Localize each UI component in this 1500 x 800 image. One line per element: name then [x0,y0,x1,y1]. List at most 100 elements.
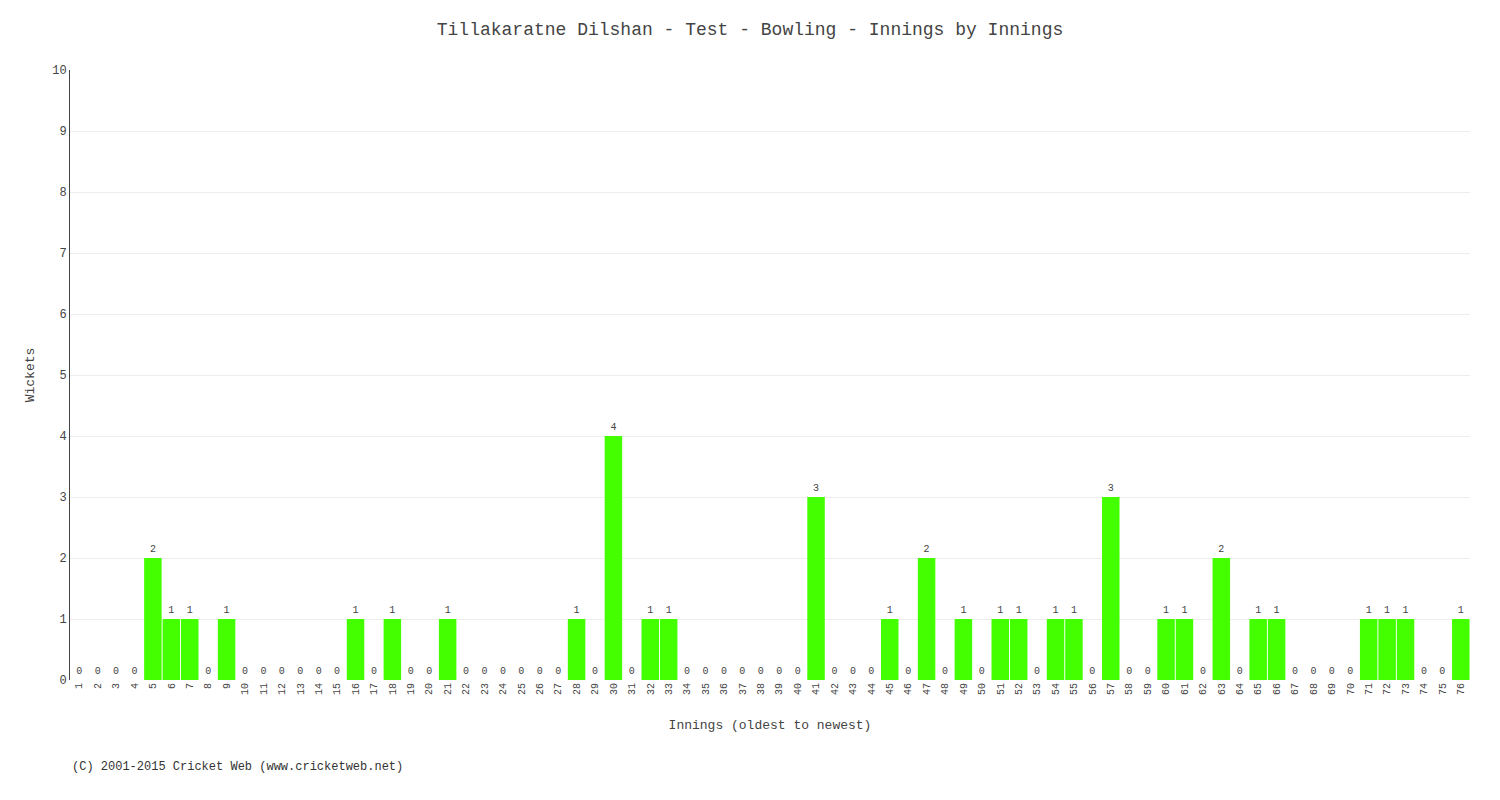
svg-text:59: 59 [1143,683,1154,695]
svg-text:58: 58 [1124,683,1135,695]
svg-text:31: 31 [627,683,638,695]
svg-text:45: 45 [885,683,896,695]
svg-text:0: 0 [1329,666,1335,677]
svg-text:76: 76 [1456,683,1467,695]
svg-text:0: 0 [260,666,266,677]
svg-text:1: 1 [353,605,359,616]
svg-text:0: 0 [1200,666,1206,677]
svg-text:11: 11 [259,683,270,695]
svg-text:5: 5 [59,369,66,383]
svg-text:46: 46 [903,683,914,695]
svg-text:0: 0 [905,666,911,677]
svg-text:5: 5 [148,683,159,689]
svg-text:63: 63 [1217,683,1228,695]
svg-text:10: 10 [52,64,66,78]
svg-text:52: 52 [1014,683,1025,695]
svg-text:1: 1 [1071,605,1077,616]
svg-text:1: 1 [59,613,66,627]
svg-text:0: 0 [1145,666,1151,677]
svg-text:0: 0 [555,666,561,677]
svg-text:0: 0 [76,666,82,677]
svg-text:0: 0 [113,666,119,677]
svg-text:0: 0 [1439,666,1445,677]
svg-text:Innings (oldest to newest): Innings (oldest to newest) [669,718,872,733]
svg-text:1: 1 [1274,605,1280,616]
svg-text:1: 1 [1366,605,1372,616]
svg-text:3: 3 [59,491,66,505]
svg-text:12: 12 [277,683,288,695]
svg-text:55: 55 [1069,683,1080,695]
svg-text:0: 0 [1292,666,1298,677]
svg-text:56: 56 [1088,683,1099,695]
svg-text:0: 0 [131,666,137,677]
svg-text:1: 1 [887,605,893,616]
svg-text:51: 51 [996,683,1007,695]
svg-text:1: 1 [960,605,966,616]
svg-text:28: 28 [572,683,583,695]
svg-text:1: 1 [574,605,580,616]
svg-text:21: 21 [443,683,454,695]
svg-text:0: 0 [850,666,856,677]
svg-text:1: 1 [997,605,1003,616]
svg-text:37: 37 [738,683,749,695]
svg-text:0: 0 [979,666,985,677]
svg-text:3: 3 [813,483,819,494]
svg-text:50: 50 [977,683,988,695]
svg-text:19: 19 [406,683,417,695]
svg-text:69: 69 [1327,683,1338,695]
svg-text:2: 2 [1218,544,1224,555]
svg-text:33: 33 [664,683,675,695]
svg-text:71: 71 [1364,683,1375,695]
svg-text:3: 3 [111,683,122,689]
svg-text:0: 0 [1310,666,1316,677]
svg-text:34: 34 [682,683,693,695]
svg-text:67: 67 [1290,683,1301,695]
svg-text:7: 7 [185,683,196,689]
svg-text:6: 6 [167,683,178,689]
svg-text:10: 10 [240,683,251,695]
svg-text:1: 1 [445,605,451,616]
svg-text:60: 60 [1161,683,1172,695]
svg-text:1: 1 [74,683,85,689]
svg-text:40: 40 [793,683,804,695]
svg-text:0: 0 [1347,666,1353,677]
svg-text:1: 1 [666,605,672,616]
svg-text:65: 65 [1253,683,1264,695]
svg-text:0: 0 [426,666,432,677]
svg-text:32: 32 [646,683,657,695]
svg-text:53: 53 [1032,683,1043,695]
svg-text:0: 0 [518,666,524,677]
svg-text:0: 0 [629,666,635,677]
svg-text:7: 7 [59,247,66,261]
svg-text:66: 66 [1272,683,1283,695]
svg-text:74: 74 [1419,683,1430,695]
svg-text:1: 1 [1384,605,1390,616]
svg-text:57: 57 [1106,683,1117,695]
svg-text:39: 39 [774,683,785,695]
svg-text:35: 35 [701,683,712,695]
svg-text:0: 0 [831,666,837,677]
svg-text:41: 41 [811,683,822,695]
svg-text:0: 0 [942,666,948,677]
svg-text:27: 27 [553,683,564,695]
svg-text:0: 0 [463,666,469,677]
svg-text:47: 47 [922,683,933,695]
svg-text:0: 0 [1421,666,1427,677]
svg-text:68: 68 [1309,683,1320,695]
svg-text:0: 0 [316,666,322,677]
svg-text:3: 3 [1108,483,1114,494]
svg-text:20: 20 [424,683,435,695]
svg-text:0: 0 [59,674,66,688]
svg-text:42: 42 [830,683,841,695]
svg-text:18: 18 [388,683,399,695]
svg-text:54: 54 [1051,683,1062,695]
svg-text:22: 22 [461,683,472,695]
svg-text:2: 2 [150,544,156,555]
svg-text:24: 24 [498,683,509,695]
svg-text:38: 38 [756,683,767,695]
svg-text:48: 48 [940,683,951,695]
svg-text:4: 4 [130,683,141,689]
svg-text:23: 23 [480,683,491,695]
svg-text:9: 9 [59,125,66,139]
svg-text:15: 15 [332,683,343,695]
